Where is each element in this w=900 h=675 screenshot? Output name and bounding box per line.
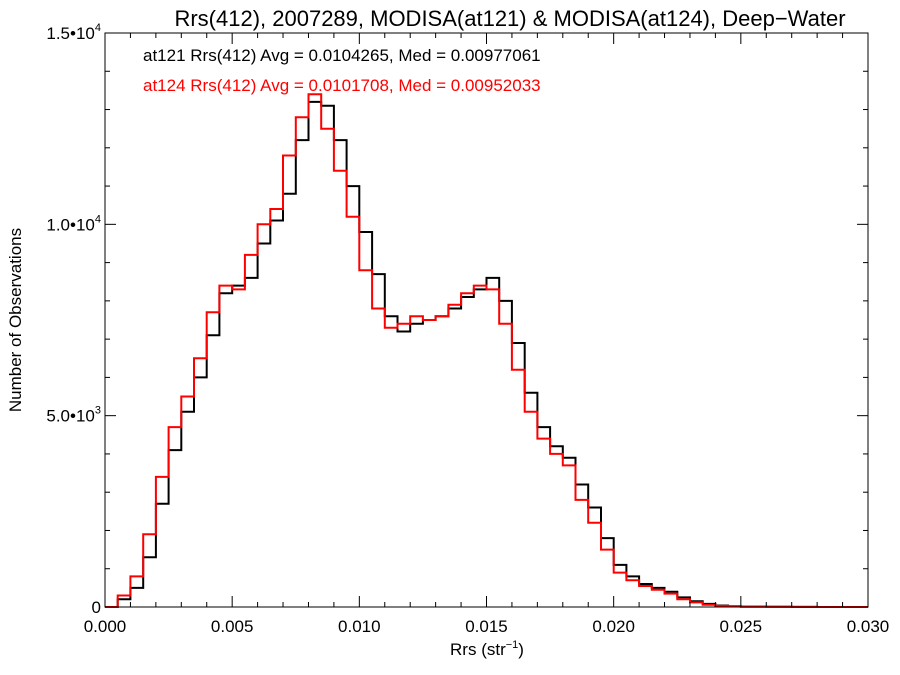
y-axis-label: Number of Observations [6, 228, 25, 412]
series-at124 [105, 93, 868, 608]
y-tick-label: 0 [92, 598, 101, 617]
y-tick-label: 1.0•104 [46, 213, 101, 234]
annotation-at124: at124 Rrs(412) Avg = 0.0101708, Med = 0.… [143, 76, 541, 95]
x-axis-label-end: ) [518, 640, 524, 659]
y-tick-label: 5.0•103 [46, 405, 101, 426]
series-group [105, 93, 868, 608]
x-axis-label: Rrs (str−1) [450, 639, 524, 659]
x-tick-label: 0.000 [84, 617, 127, 636]
x-ticks: 0.000 0.005 0.010 0.015 0.020 0.025 0.030 [84, 33, 890, 636]
x-tick-label: 0.015 [465, 617, 508, 636]
annotation-at121: at121 Rrs(412) Avg = 0.0104265, Med = 0.… [143, 46, 541, 65]
x-axis-label-sup: −1 [506, 639, 519, 651]
x-tick-label: 0.020 [592, 617, 635, 636]
y-ticks: 0 5.0•103 1.0•104 1.5•104 [46, 22, 868, 617]
chart-title: Rrs(412), 2007289, MODISA(at121) & MODIS… [174, 6, 845, 31]
x-tick-label: 0.005 [211, 617, 254, 636]
x-tick-label: 0.010 [338, 617, 381, 636]
y-tick-label: 1.5•104 [46, 22, 101, 43]
x-tick-label: 0.025 [720, 617, 763, 636]
x-tick-label: 0.030 [847, 617, 890, 636]
x-axis-label-main: Rrs (str [450, 640, 506, 659]
